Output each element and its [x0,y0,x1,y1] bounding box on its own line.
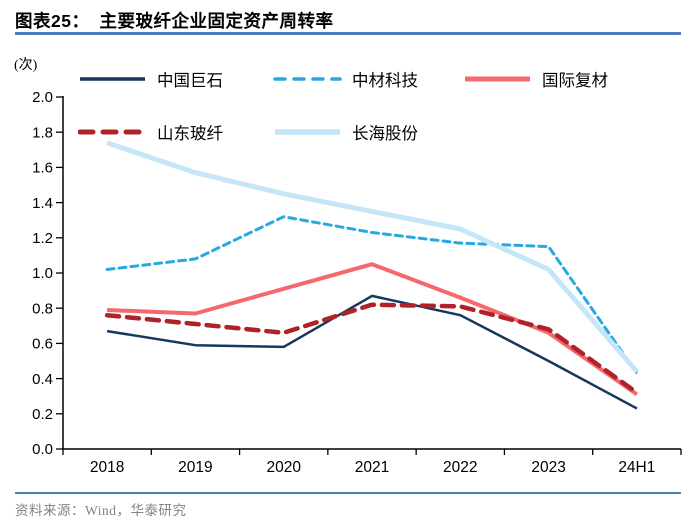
y-axis-unit-label: (次) [14,58,38,73]
y-tick-label: 0.6 [32,336,53,353]
x-tick-label: 2020 [266,459,301,476]
footer-divider [15,492,681,494]
series-line-长海股份 [106,140,639,374]
x-tick-label: 2023 [531,459,565,476]
y-tick-label: 0.4 [32,371,53,388]
x-tick-label: 2021 [355,459,389,476]
y-tick-label: 1.8 [32,124,53,141]
y-axis: 2.0 1.8 1.6 1.4 1.2 1.0 0.8 0.6 0.4 0.2 0.0 [32,89,64,458]
figure-title-text: 主要玻纤企业固定资产周转率 [99,11,334,31]
figure-title: 图表25： 主要玻纤企业固定资产周转率 [15,8,333,33]
y-tick-label: 0.0 [32,441,53,458]
y-tick-label: 2.0 [32,89,53,106]
x-axis: 2018 2019 2020 2021 2022 2023 24H1 [62,448,682,476]
y-tick-label: 1.2 [32,230,53,247]
series-line-中国巨石 [106,294,638,410]
figure-number: 图表25： [15,11,90,31]
title-divider [15,32,681,35]
x-tick-label: 2022 [443,459,477,476]
y-tick-label: 1.0 [32,265,53,282]
y-tick-label: 0.2 [32,406,53,423]
x-tick-label: 24H1 [618,459,655,476]
y-tick-label: 1.4 [32,195,53,212]
data-source: 资料来源：Wind，华泰研究 [15,503,187,518]
x-tick-label: 2018 [90,459,124,476]
y-tick-label: 1.6 [32,160,53,177]
series-line-国际复材 [107,262,639,397]
series-line-中材科技 [105,215,639,375]
series-line-山东玻纤 [104,302,640,395]
x-tick-label: 2019 [178,459,212,476]
y-tick-label: 0.8 [32,300,53,317]
